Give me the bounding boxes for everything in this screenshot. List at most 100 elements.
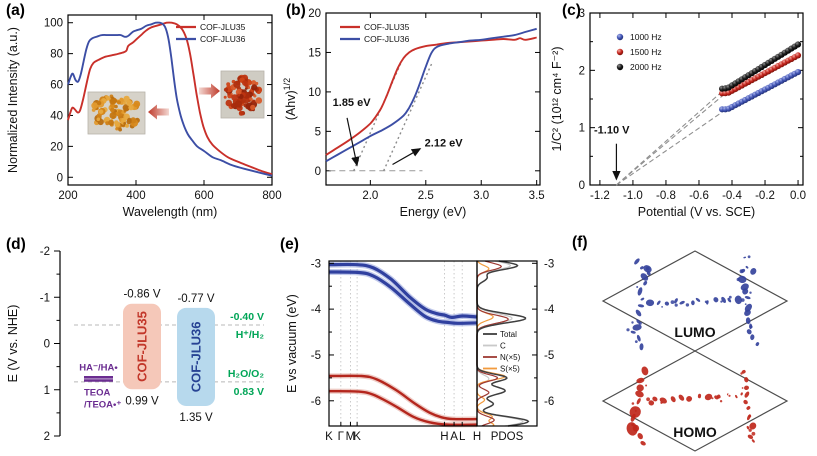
axis-frame — [325, 12, 541, 186]
band-valence band 2 — [328, 389, 478, 426]
y-axis-label: (Ahv)1/2 — [282, 78, 298, 120]
orbital-lobe — [639, 343, 644, 351]
powder-texture — [108, 119, 114, 126]
y-tick-label: 40 — [50, 110, 63, 122]
tangent-guide — [383, 61, 434, 172]
y-tick-label: 20 — [308, 8, 321, 20]
orbital-lobe — [745, 317, 751, 325]
arrow-left-icon — [148, 104, 169, 120]
orbital-lobe — [636, 384, 644, 392]
orbital-dot — [741, 298, 745, 302]
orbital-dot — [638, 321, 642, 325]
y-tick-label: 80 — [50, 49, 63, 61]
band-bar-label: COF-JLU36 — [189, 322, 204, 393]
orbital-lobe — [691, 300, 695, 306]
powder-texture — [111, 96, 114, 100]
x-tick-label: 800 — [262, 190, 281, 202]
kpoint-label: A — [450, 431, 458, 443]
x-tick-label: 3.5 — [529, 190, 545, 202]
legend-label: 1000 Hz — [630, 32, 662, 42]
powder-texture — [117, 110, 121, 113]
orbital-lobe — [746, 329, 752, 335]
x-tick-label: 400 — [126, 190, 145, 202]
pdos-legend-label: N(×5) — [500, 353, 521, 362]
orbital-lobe — [737, 275, 747, 284]
powder-texture — [242, 80, 248, 86]
extrapolation-line — [616, 91, 723, 186]
orbital-dot — [636, 286, 639, 288]
panel-a-uvvis-chart: 200 400 600 800 0 20 40 60 80 100 Wavelength (nm) N… — [6, 14, 282, 219]
powder-texture — [223, 95, 227, 99]
y-tick-label: 0 — [315, 166, 321, 178]
orbital-dot — [728, 295, 732, 299]
powder-texture — [109, 98, 116, 105]
tauc-curve-COF-JLU36 — [325, 27, 537, 163]
y-tick-label: -5 — [311, 350, 321, 362]
x-tick-label: 2.5 — [418, 190, 434, 202]
y-tick-label-right: -5 — [544, 350, 554, 362]
kpoint-label: L — [459, 431, 466, 443]
cb-potential-label: -0.86 V — [123, 289, 160, 301]
orbital-lobe — [637, 287, 643, 296]
orbital-lobe — [750, 334, 755, 341]
y-axis-label: E vs vacuum (eV) — [285, 294, 299, 393]
orbital-lobe — [664, 301, 670, 306]
powder-texture — [237, 93, 240, 97]
flat-band-annotation: -1.10 V — [594, 124, 630, 136]
x-axis-label: Potential (V vs. SCE) — [638, 205, 755, 219]
unit-cell-outline — [601, 250, 789, 352]
powder-texture — [230, 103, 237, 109]
panel-d-label: (d) — [6, 236, 26, 253]
cb-potential-label: -0.77 V — [177, 293, 214, 305]
legend-marker — [616, 63, 624, 71]
band-conduction band 2 — [328, 270, 478, 325]
orbital-lobe — [750, 268, 757, 275]
orbital-dot — [748, 428, 752, 432]
orbital-lobe — [744, 296, 751, 300]
powder-texture — [250, 104, 256, 110]
orbital-lobe — [755, 342, 760, 347]
y-axis-label-exponent: 1/2 — [282, 78, 292, 91]
orbital-lobe — [674, 298, 678, 304]
kpoint-label: H — [473, 431, 481, 443]
powder-texture — [118, 127, 122, 132]
x-tick-label: -0.2 — [755, 190, 775, 202]
orbital-lobe — [640, 297, 645, 301]
orbital-lobe — [656, 300, 661, 306]
orbital-lobe — [697, 393, 702, 399]
orbital-dot — [728, 394, 731, 397]
panel-c-mott-schottky-chart: -1.2 -1.0 -0.8 -0.6 -0.4 -0.2 0.0 0 1 2 3 1000 Hz 15… — [550, 8, 806, 219]
powder-texture — [233, 80, 241, 88]
x-tick-label: -1.2 — [590, 190, 610, 202]
orbital-dot — [719, 400, 723, 403]
orbital-lobe — [632, 424, 640, 432]
kpoint-label: H — [440, 431, 448, 443]
orbital-dot — [674, 303, 678, 307]
powder-texture — [116, 100, 121, 105]
powder-texture — [255, 97, 263, 104]
orbital-dot — [747, 255, 751, 259]
orbital-lobe — [641, 366, 649, 376]
data-point-1000 Hz — [794, 69, 802, 76]
orbital-lobe — [746, 406, 751, 410]
orbital-lobe — [735, 394, 738, 399]
orbital-lobe — [635, 390, 644, 398]
orbital-lobe — [743, 256, 747, 259]
x-tick-label: -0.6 — [689, 190, 709, 202]
powder-texture — [119, 97, 124, 102]
panel-f-label: (f) — [572, 234, 588, 251]
data-point-1500 Hz — [794, 52, 802, 59]
orbital-lobe — [749, 422, 757, 430]
y-tick-label: 0 — [579, 180, 585, 192]
orbital-lobe — [640, 273, 649, 281]
orbital-lobe — [637, 432, 643, 440]
orbital-lobe — [746, 425, 750, 430]
x-tick-label: 600 — [194, 190, 213, 202]
powder-texture — [121, 111, 125, 114]
orbital-lobe — [751, 439, 755, 443]
orbital-dot — [749, 291, 752, 294]
orbital-lobe — [640, 441, 646, 446]
legend-label: COF-JLU35 — [200, 22, 246, 32]
legend-label: 1500 Hz — [630, 47, 662, 57]
y-tick-label: -4 — [311, 304, 322, 316]
